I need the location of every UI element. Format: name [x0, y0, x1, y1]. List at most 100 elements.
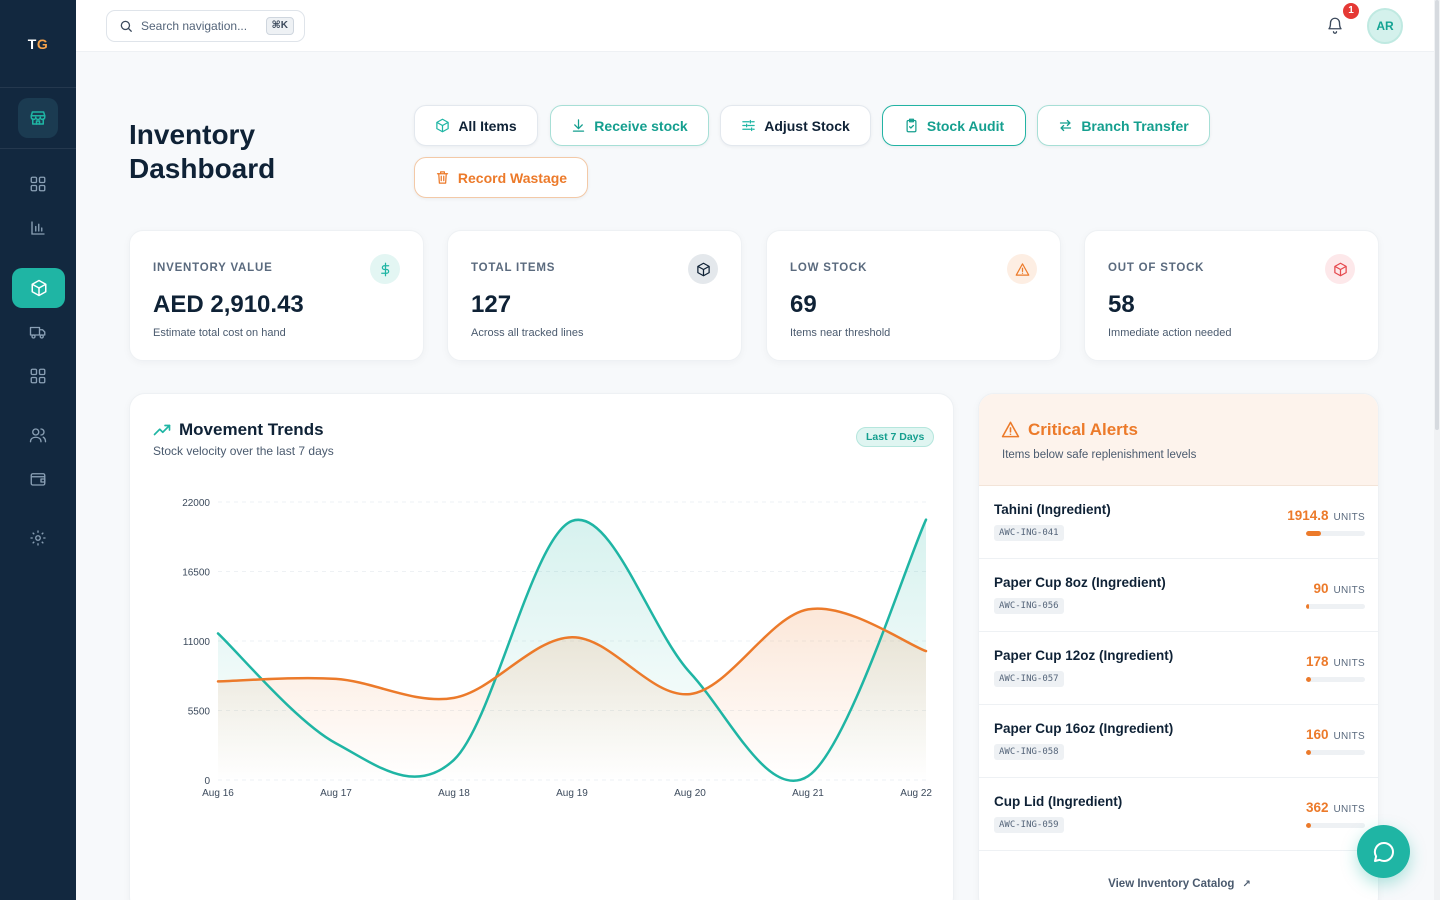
truck-icon: [29, 326, 46, 339]
alert-level-bar: [1306, 823, 1365, 828]
record-wastage-label: Record Wastage: [457, 169, 568, 186]
range-filter-pill[interactable]: Last 7 Days: [856, 427, 935, 447]
chat-bubble-icon: [1373, 841, 1394, 862]
alert-item-name: Cup Lid (Ingredient): [994, 794, 1123, 809]
stat-label: OUT OF STOCK: [1108, 262, 1205, 274]
stat-label: INVENTORY VALUE: [153, 262, 273, 274]
stat-value: AED 2,910.43: [153, 291, 304, 318]
alert-item-sku: AWC-ING-058: [994, 744, 1064, 760]
sidebar-item-settings[interactable]: [24, 524, 52, 552]
alert-qty-unit: UNITS: [1333, 585, 1365, 596]
store-switcher-button[interactable]: [18, 98, 58, 138]
y-tick-label: 22000: [182, 498, 210, 509]
scrollbar-thumb[interactable]: [1435, 0, 1439, 430]
sidebar-divider: [0, 148, 76, 149]
alert-item-sku: AWC-ING-057: [994, 671, 1064, 687]
sidebar-item-dashboard[interactable]: [24, 170, 52, 198]
alert-row[interactable]: Paper Cup 16oz (Ingredient) AWC-ING-058 16…: [979, 705, 1378, 778]
notification-badge: 1: [1343, 3, 1359, 19]
alert-item-sku: AWC-ING-056: [994, 598, 1064, 614]
alert-item-quantity: 160 UNITS: [1306, 727, 1365, 742]
apps-grid-icon: [30, 368, 46, 384]
stat-icon-wrap: [1007, 254, 1037, 284]
dollar-icon: [380, 262, 389, 276]
settings-icon: [30, 530, 46, 546]
sidebar-item-wallet[interactable]: [24, 465, 52, 493]
alert-qty-unit: UNITS: [1333, 804, 1365, 815]
stat-caption: Items near threshold: [790, 327, 891, 339]
all-items-button[interactable]: All Items: [414, 105, 538, 146]
box-icon: [436, 118, 450, 133]
alert-level-fill: [1306, 604, 1309, 609]
logo-main: T: [27, 35, 37, 52]
alert-row[interactable]: Tahini (Ingredient) AWC-ING-041 1914.8 UNIT…: [979, 486, 1378, 559]
search-shortcut: ⌘K: [265, 17, 294, 35]
receive-stock-button[interactable]: Receive stock: [550, 105, 709, 146]
clipboard-check-icon: [906, 118, 917, 133]
bar-chart-icon: [31, 221, 45, 235]
alerts-header: Critical Alerts Items below safe repleni…: [979, 394, 1378, 486]
download-icon: [573, 119, 585, 132]
stat-value: 58: [1108, 291, 1135, 318]
alert-item-quantity: 178 UNITS: [1306, 654, 1365, 669]
movement-trends-panel: Movement Trends Stock velocity over the …: [129, 393, 954, 900]
sidebar-item-reports[interactable]: [24, 214, 52, 242]
stat-icon-wrap: [688, 254, 718, 284]
scrollbar-track[interactable]: [1434, 0, 1440, 900]
x-tick-label: Aug 18: [438, 788, 470, 799]
y-tick-label: 5500: [188, 707, 211, 718]
sidebar-item-apps[interactable]: [24, 362, 52, 390]
alert-qty-value: 362: [1305, 800, 1329, 815]
y-tick-label: 11000: [183, 637, 211, 648]
stock-audit-button[interactable]: Stock Audit: [882, 105, 1026, 146]
search-placeholder: Search navigation...: [141, 19, 248, 33]
adjust-stock-button[interactable]: Adjust Stock: [720, 105, 871, 146]
alert-row[interactable]: Paper Cup 12oz (Ingredient) AWC-ING-057 17…: [979, 632, 1378, 705]
bell-icon: [1328, 17, 1342, 34]
alert-qty-value: 90: [1313, 581, 1329, 596]
wallet-icon: [30, 473, 46, 486]
store-icon: [30, 111, 46, 125]
movement-title: Movement Trends: [179, 420, 324, 439]
alert-qty-unit: UNITS: [1333, 658, 1365, 669]
sidebar-item-users[interactable]: [24, 421, 52, 449]
alert-row[interactable]: Paper Cup 8oz (Ingredient) AWC-ING-056 90 U…: [979, 559, 1378, 632]
alert-qty-value: 178: [1305, 654, 1329, 669]
alert-item-sku: AWC-ING-059: [994, 817, 1064, 833]
series-line-1[interactable]: [216, 607, 928, 701]
alert-qty-value: 1914.8: [1287, 508, 1329, 523]
series-line-0[interactable]: [216, 518, 928, 783]
alert-item-quantity: 362 UNITS: [1306, 800, 1365, 815]
stat-label: LOW STOCK: [790, 262, 868, 274]
critical-alerts-panel: Critical Alerts Items below safe repleni…: [978, 393, 1379, 900]
view-catalog-label: View Inventory Catalog: [1108, 878, 1235, 890]
series-area-1: [218, 608, 926, 780]
sidebar-item-inventory[interactable]: [12, 268, 65, 308]
branch-transfer-button[interactable]: Branch Transfer: [1037, 105, 1210, 146]
alert-level-fill: [1306, 677, 1311, 682]
alerts-subtitle: Items below safe replenishment levels: [1002, 449, 1197, 461]
alert-row[interactable]: Cup Lid (Ingredient) AWC-ING-059 362 UNITS: [979, 778, 1378, 851]
alert-level-bar: [1306, 750, 1365, 755]
notifications-button[interactable]: [1326, 16, 1346, 36]
alert-item-quantity: 90 UNITS: [1313, 581, 1365, 596]
view-catalog-link[interactable]: View Inventory Catalog ↗: [979, 878, 1378, 890]
users-icon: [29, 428, 47, 443]
avatar[interactable]: AR: [1367, 8, 1403, 44]
alert-level-bar: [1306, 677, 1365, 682]
alert-item-sku: AWC-ING-041: [994, 525, 1064, 541]
record-wastage-button[interactable]: Record Wastage: [414, 157, 588, 198]
alert-level-fill: [1306, 531, 1321, 536]
chat-button[interactable]: [1357, 825, 1410, 878]
alert-item-quantity: 1914.8 UNITS: [1287, 508, 1365, 523]
search-input[interactable]: Search navigation... ⌘K: [106, 10, 305, 42]
x-tick-label: Aug 19: [556, 788, 588, 799]
stock-audit-label: Stock Audit: [926, 117, 1005, 134]
stat-card-low-stock: LOW STOCK 69 Items near threshold: [766, 230, 1061, 361]
stat-card-out-of-stock: OUT OF STOCK 58 Immediate action needed: [1084, 230, 1379, 361]
sidebar-item-deliveries[interactable]: [24, 318, 52, 346]
warning-icon: [1015, 262, 1029, 276]
stat-caption: Across all tracked lines: [471, 327, 584, 339]
warning-icon: [1001, 421, 1020, 438]
